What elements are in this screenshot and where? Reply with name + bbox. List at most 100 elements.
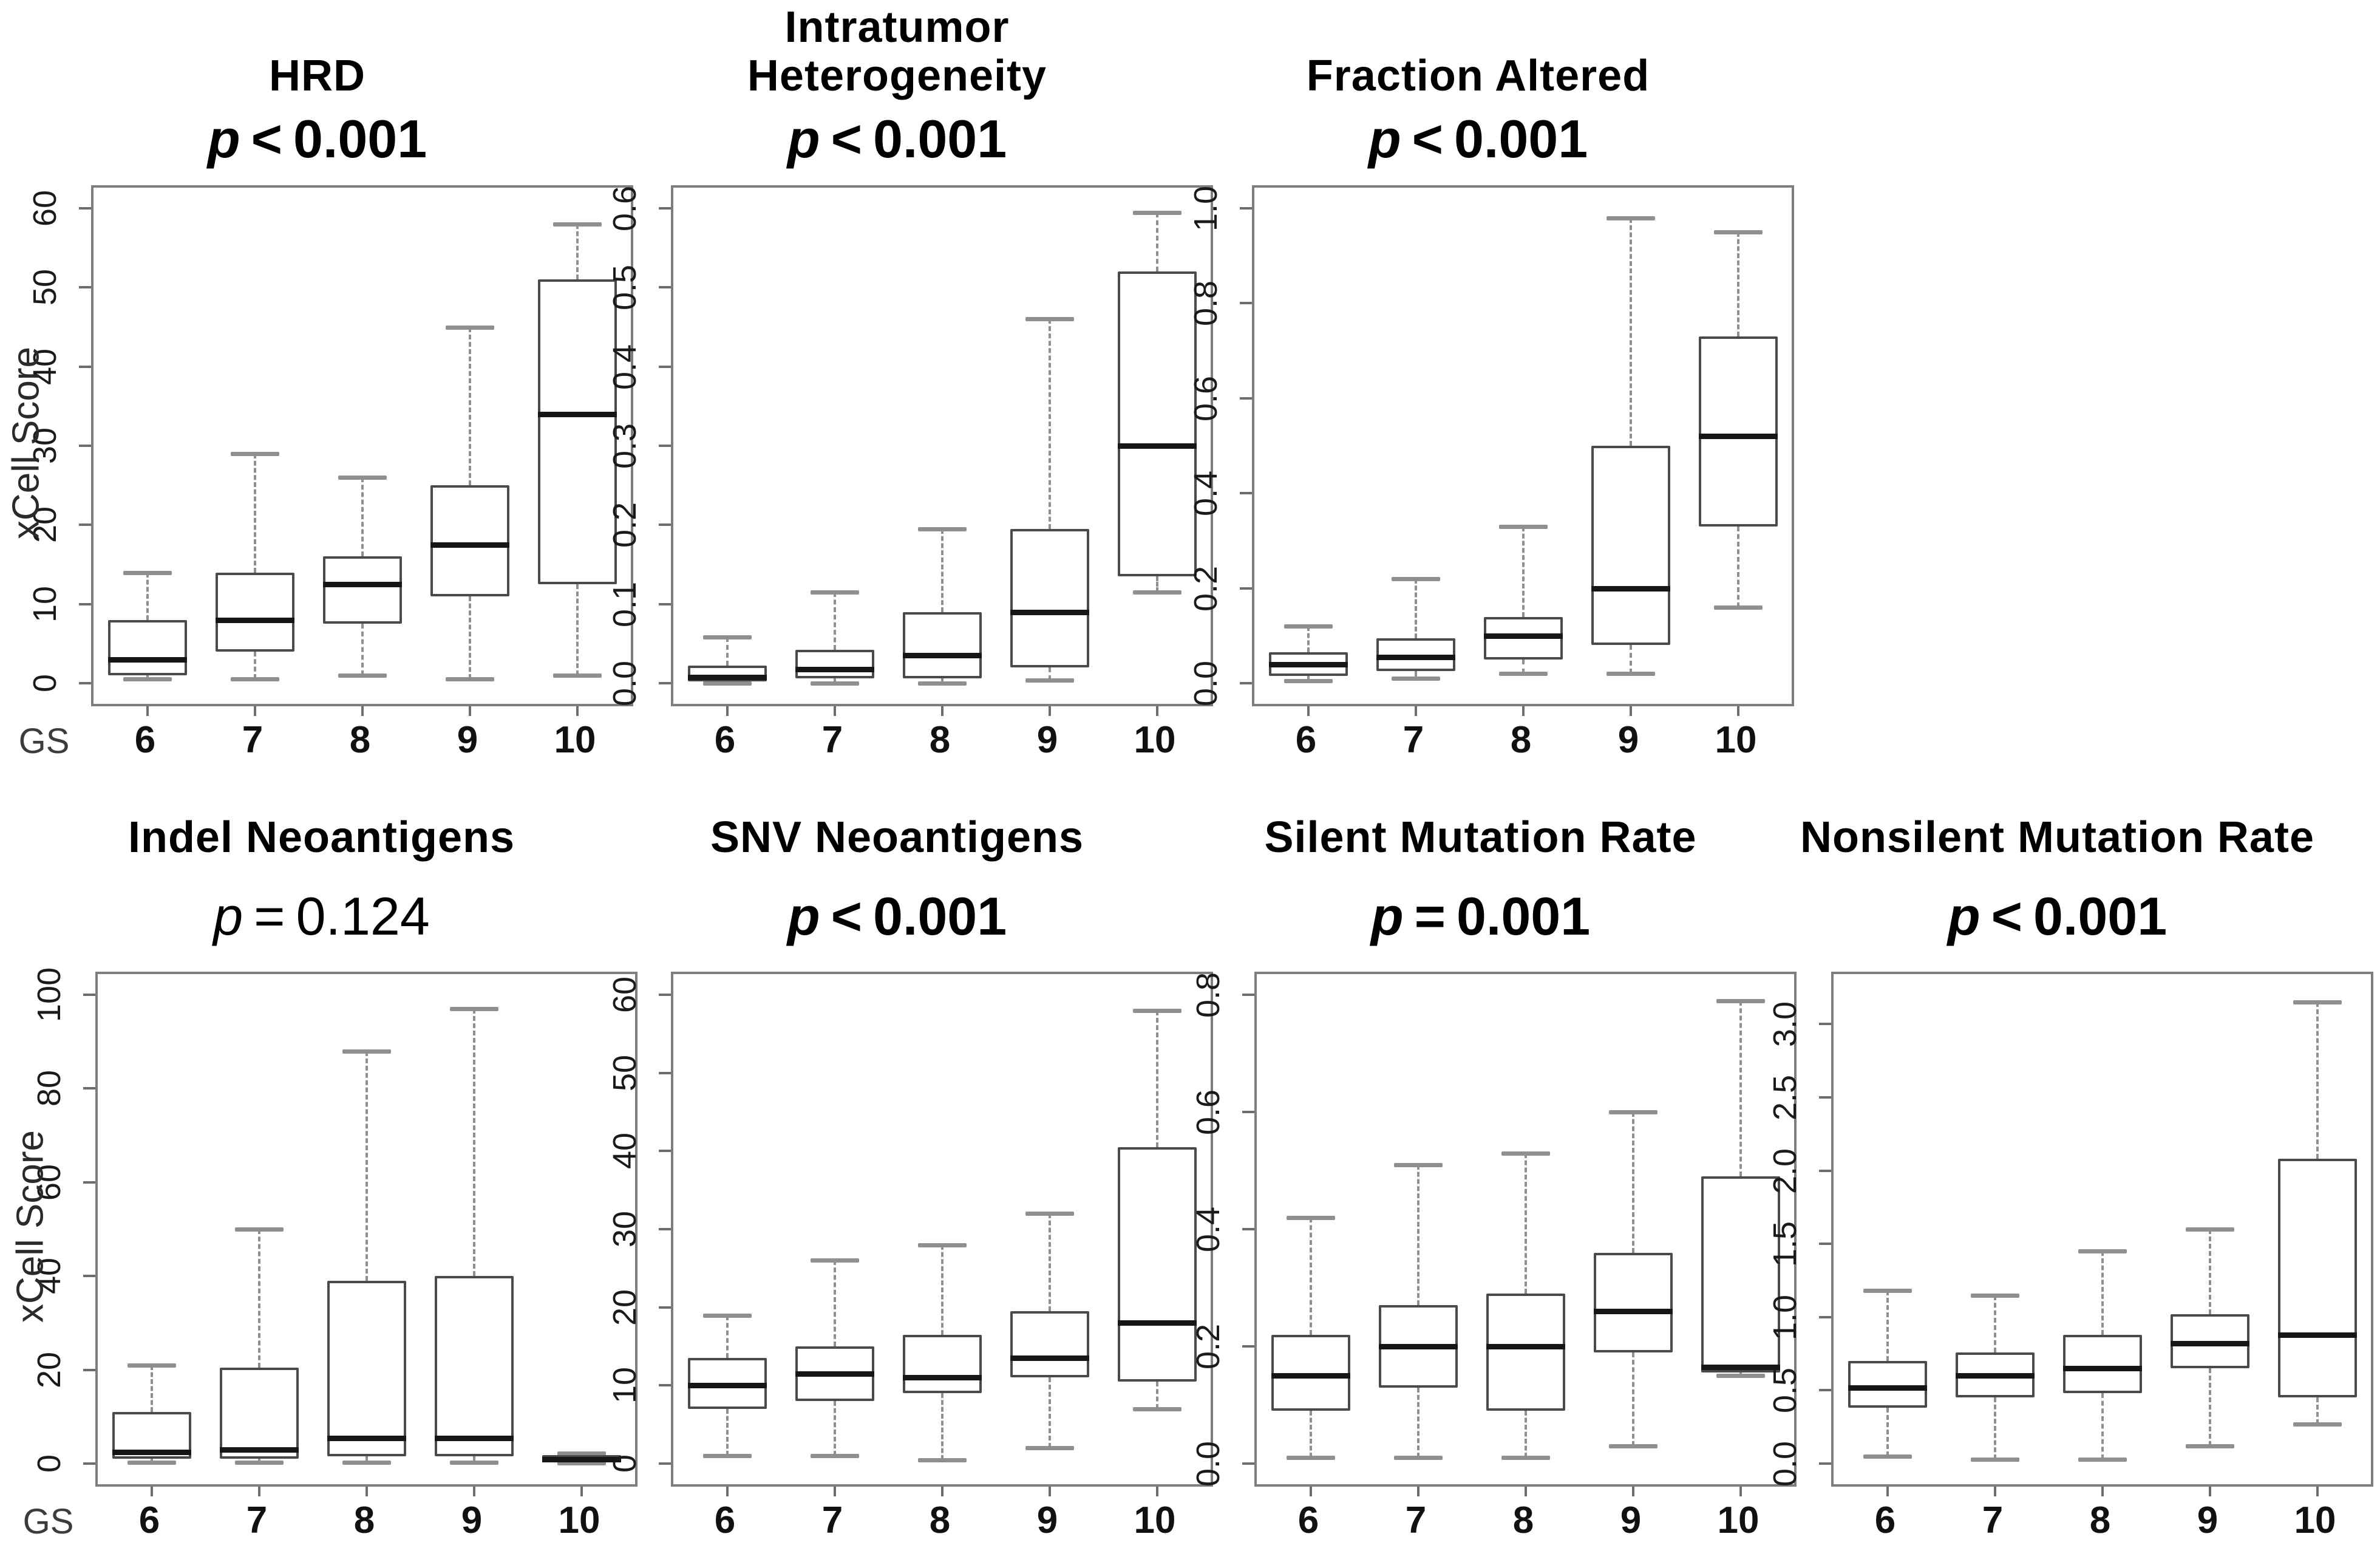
chart-title-line: Indel Neoantigens bbox=[127, 813, 515, 862]
upper-whisker-cap bbox=[1716, 998, 1765, 1003]
upper-whisker bbox=[1415, 578, 1417, 638]
lower-whisker-cap bbox=[1394, 1456, 1443, 1461]
median-line bbox=[1486, 1344, 1565, 1349]
y-axis-tick bbox=[1819, 1096, 1831, 1099]
plot-area: 0.0 0.2 0.4 0.6 0.8 bbox=[1190, 972, 1797, 1496]
y-axis-tick bbox=[1240, 587, 1252, 590]
p-value-value: 0.001 bbox=[1453, 109, 1588, 169]
lower-whisker bbox=[941, 678, 943, 683]
lower-whisker bbox=[2316, 1397, 2319, 1424]
interquartile-box bbox=[430, 485, 509, 596]
x-axis-category-label: 10 bbox=[554, 719, 596, 761]
upper-whisker-cap bbox=[123, 570, 172, 575]
y-axis-tick bbox=[1819, 1462, 1831, 1465]
x-axis-category-label: 10 bbox=[2294, 1499, 2336, 1541]
x-axis-tick bbox=[1739, 1487, 1742, 1496]
interquartile-box bbox=[538, 279, 617, 585]
y-axis-tick bbox=[79, 682, 91, 684]
upper-whisker bbox=[258, 1229, 260, 1368]
median-line bbox=[108, 656, 187, 663]
p-value-value: 0.001 bbox=[2033, 886, 2168, 946]
x-axis-tick bbox=[473, 1487, 475, 1496]
lower-whisker bbox=[1525, 1411, 1527, 1458]
x-axis-tick bbox=[1632, 1487, 1634, 1496]
upper-whisker-cap bbox=[1133, 1008, 1182, 1013]
upper-whisker-cap bbox=[2078, 1249, 2127, 1254]
x-axis-category-label: 7 bbox=[1982, 1499, 2004, 1541]
lower-whisker-cap bbox=[918, 1458, 967, 1462]
median-line bbox=[1010, 1355, 1089, 1362]
x-axis-category-label: 9 bbox=[461, 1499, 483, 1541]
p-value: p <0.001 bbox=[580, 885, 1214, 947]
x-axis-tick bbox=[258, 1487, 260, 1496]
upper-whisker bbox=[146, 572, 149, 620]
upper-whisker bbox=[2316, 1002, 2319, 1159]
lower-whisker bbox=[726, 1408, 729, 1456]
x-axis-tick bbox=[1886, 1487, 1889, 1496]
y-axis-tick bbox=[659, 207, 671, 210]
panel-snv-neoantigens: SNV Neoantigens p <0.001 0 10 20 30 40 50 60 6 7 8 9 1… bbox=[580, 789, 1214, 1548]
x-axis-tick bbox=[365, 1487, 368, 1496]
x-axis-tick bbox=[1630, 706, 1632, 716]
upper-whisker-cap bbox=[1714, 230, 1763, 235]
chart-title-line: Silent Mutation Rate bbox=[1264, 813, 1697, 862]
x-axis-tick bbox=[834, 1487, 836, 1496]
lower-whisker-cap bbox=[123, 677, 172, 682]
y-axis-tick bbox=[1242, 1111, 1254, 1113]
upper-whisker bbox=[834, 592, 836, 650]
x-axis-category-label: 8 bbox=[353, 1499, 375, 1541]
x-axis-tick bbox=[1415, 706, 1417, 716]
lower-whisker-cap bbox=[2186, 1444, 2234, 1449]
lower-whisker bbox=[254, 651, 256, 680]
chart-title-line: SNV Neoantigens bbox=[710, 813, 1084, 862]
interquartile-box bbox=[2063, 1334, 2142, 1394]
median-line bbox=[903, 653, 982, 659]
plot-area: 0 10 20 30 40 50 60 bbox=[607, 972, 1213, 1496]
x-axis-category-label: 8 bbox=[929, 719, 951, 761]
median-line bbox=[323, 582, 402, 588]
median-line bbox=[2063, 1366, 2142, 1372]
upper-whisker bbox=[1417, 1164, 1420, 1306]
upper-whisker-cap bbox=[1499, 524, 1548, 529]
x-axis-category-label: 6 bbox=[138, 1499, 160, 1541]
interquartile-box bbox=[1591, 446, 1670, 646]
x-axis-category-label: 10 bbox=[1715, 719, 1757, 761]
upper-whisker-cap bbox=[231, 452, 279, 457]
upper-whisker-cap bbox=[1609, 1110, 1657, 1114]
x-axis-tick bbox=[1310, 1487, 1312, 1496]
median-line bbox=[1848, 1385, 1927, 1391]
upper-whisker bbox=[1049, 1213, 1051, 1312]
interquartile-box bbox=[323, 556, 402, 624]
lower-whisker bbox=[1630, 645, 1632, 674]
p-value-comparator: < bbox=[1412, 109, 1443, 169]
interquartile-box bbox=[435, 1276, 514, 1457]
upper-whisker-cap bbox=[811, 590, 859, 595]
upper-whisker bbox=[469, 327, 471, 486]
plot-area: 0.0 0.1 0.2 0.3 0.4 0.5 0.6 bbox=[607, 185, 1213, 716]
lower-whisker bbox=[834, 1401, 836, 1456]
panel-indel-neoantigens: Indel Neoantigens p = 0.124 0 20 40 60 80 100 xCel… bbox=[4, 789, 639, 1548]
p-value-value: 0.001 bbox=[872, 886, 1007, 946]
p-value: p <0.001 bbox=[1161, 108, 1795, 170]
upper-whisker bbox=[1522, 526, 1525, 617]
lower-whisker bbox=[941, 1393, 943, 1460]
x-axis-category-label: 6 bbox=[714, 1499, 736, 1541]
upper-whisker-cap bbox=[1863, 1289, 1912, 1294]
interquartile-box bbox=[795, 650, 874, 679]
x-axis-tick bbox=[361, 706, 364, 716]
lower-whisker-cap bbox=[1714, 605, 1763, 610]
interquartile-box bbox=[1118, 1147, 1197, 1382]
y-axis-tick bbox=[1240, 302, 1252, 305]
median-line bbox=[1701, 1364, 1780, 1370]
lower-whisker bbox=[1156, 576, 1158, 593]
p-value-comparator: = bbox=[1414, 886, 1446, 946]
lower-whisker bbox=[1307, 676, 1310, 681]
median-line bbox=[220, 1447, 299, 1453]
upper-whisker bbox=[941, 1244, 943, 1335]
chart-title: Fraction Altered bbox=[1161, 9, 1795, 101]
x-axis-tick bbox=[1417, 1487, 1420, 1496]
chart-title: Intratumor Heterogeneity bbox=[580, 3, 1214, 101]
panel-hrd: HRD p <0.001 0 10 20 30 40 50 60 xCell Score 6 7 8 9 10… bbox=[0, 0, 634, 789]
x-axis-category-label: 6 bbox=[134, 719, 156, 761]
